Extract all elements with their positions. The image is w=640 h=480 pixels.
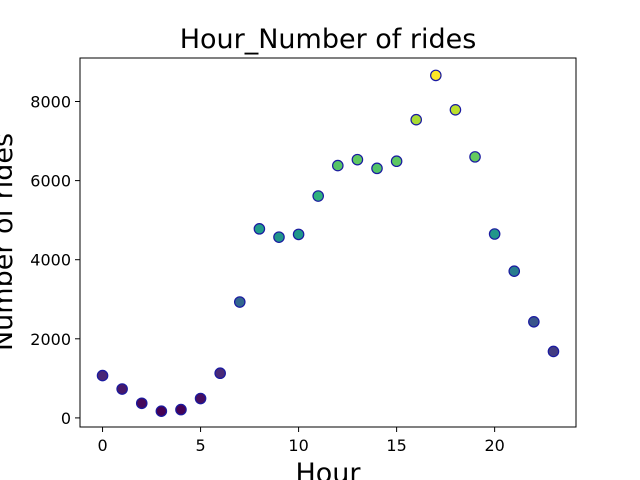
- x-axis-label: Hour: [295, 458, 361, 480]
- y-tick-label: 6000: [30, 172, 71, 191]
- x-tick-label: 0: [97, 436, 107, 455]
- data-point: [194, 392, 207, 405]
- data-point: [332, 159, 344, 172]
- x-tick-label: 10: [288, 436, 308, 455]
- data-point: [175, 403, 187, 416]
- data-point: [292, 228, 305, 241]
- data-point: [410, 113, 423, 126]
- x-tick-label: 5: [195, 436, 205, 455]
- data-point: [155, 405, 168, 417]
- y-axis-label: Number of rides: [0, 133, 19, 351]
- x-tick-label: 20: [484, 436, 504, 455]
- y-tick-label: 8000: [30, 93, 71, 112]
- data-point: [351, 153, 364, 166]
- data-point: [233, 296, 246, 308]
- y-tick-label: 4000: [30, 251, 71, 270]
- y-axis: 0 2000 4000 6000 8000: [30, 93, 80, 428]
- data-point: [508, 265, 521, 277]
- data-point: [488, 228, 501, 240]
- data-point: [547, 345, 560, 358]
- y-tick-label: 0: [61, 409, 71, 428]
- data-point: [116, 383, 128, 395]
- data-point: [135, 397, 148, 410]
- plot-area: [79, 57, 577, 428]
- data-point: [312, 190, 324, 202]
- data-point: [390, 155, 403, 168]
- data-point: [253, 223, 266, 235]
- data-point: [96, 369, 109, 382]
- data-point: [469, 151, 481, 163]
- data-point: [273, 231, 285, 243]
- x-axis: 0 5 10 15 20: [97, 427, 505, 455]
- y-tick-label: 2000: [30, 330, 71, 349]
- data-point: [430, 69, 442, 82]
- x-tick-label: 15: [386, 436, 406, 455]
- data-point: [449, 104, 462, 116]
- data-point: [214, 367, 226, 380]
- data-point: [371, 162, 383, 175]
- chart-title: Hour_Number of rides: [180, 24, 477, 55]
- data-points: [96, 69, 560, 417]
- data-point: [528, 315, 540, 328]
